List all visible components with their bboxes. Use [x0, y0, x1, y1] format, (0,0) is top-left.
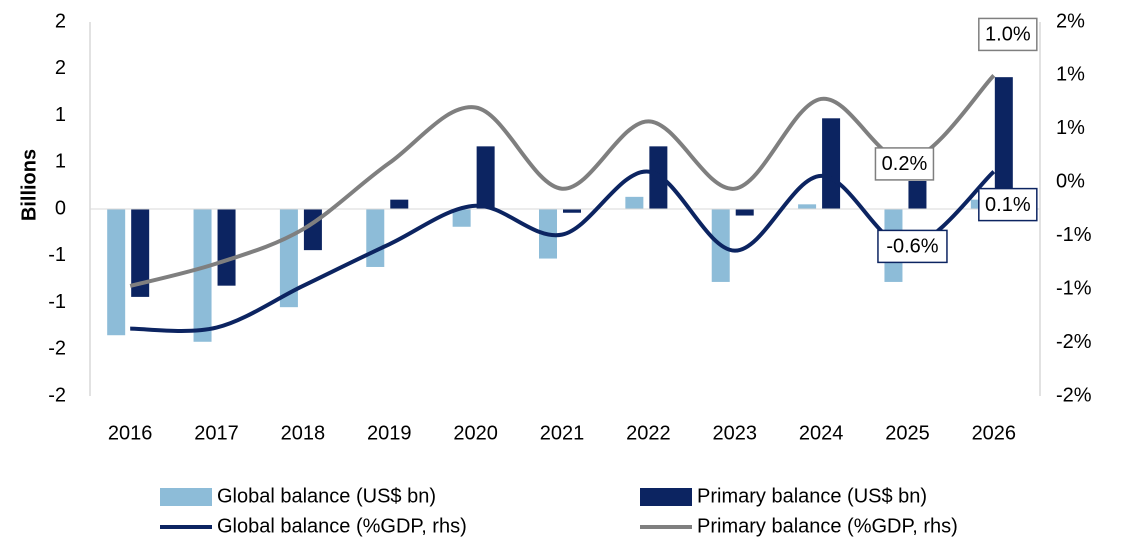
y-tick-label: -1 — [48, 244, 66, 266]
y-axis-label: Billions — [18, 149, 40, 221]
y-tick-label: 2 — [55, 10, 66, 32]
y-tick-label: -1 — [48, 291, 66, 313]
bar — [107, 209, 126, 336]
value-label: -0.6% — [886, 236, 938, 258]
x-tick-label: 2020 — [453, 422, 498, 444]
x-tick-label: 2017 — [194, 422, 239, 444]
legend-swatch — [640, 488, 692, 506]
y2-tick-label: 2% — [1056, 10, 1085, 32]
legend-swatch — [160, 488, 212, 506]
x-tick-label: 2023 — [712, 422, 757, 444]
legend-label: Global balance (US$ bn) — [217, 485, 436, 507]
bar — [798, 204, 817, 209]
x-tick-label: 2016 — [108, 422, 153, 444]
legend-label: Global balance (%GDP, rhs) — [217, 515, 467, 537]
x-tick-label: 2021 — [540, 422, 585, 444]
bar — [994, 77, 1013, 209]
y-tick-label: -2 — [48, 384, 66, 406]
y2-tick-label: -1% — [1056, 224, 1092, 246]
value-label-box — [877, 229, 948, 264]
bar — [131, 209, 150, 297]
y-tick-label: 2 — [55, 57, 66, 79]
y-tick-label: 1 — [55, 151, 66, 173]
y2-tick-label: -1% — [1056, 277, 1092, 299]
bar — [193, 209, 212, 342]
y-tick-label: -2 — [48, 338, 66, 360]
bar — [217, 209, 236, 286]
y2-tick-label: 1% — [1056, 64, 1085, 86]
x-tick-label: 2019 — [367, 422, 412, 444]
y2-tick-label: 1% — [1056, 117, 1085, 139]
bar — [908, 180, 927, 209]
y2-tick-label: 0% — [1056, 171, 1085, 193]
line — [129, 74, 996, 288]
legend-label: Primary balance (US$ bn) — [697, 485, 927, 507]
value-label-box — [874, 147, 935, 181]
bar — [649, 146, 668, 209]
x-tick-label: 2024 — [799, 422, 844, 444]
bar — [822, 118, 841, 209]
bar — [390, 199, 409, 209]
y-tick-label: 1 — [55, 104, 66, 126]
value-label: 0.2% — [882, 153, 928, 175]
bar — [625, 196, 644, 209]
value-label-box — [978, 187, 1038, 222]
y2-tick-label: -2% — [1056, 384, 1092, 406]
y-tick-label: 0 — [55, 197, 66, 219]
x-tick-label: 2018 — [281, 422, 326, 444]
bar — [366, 209, 385, 267]
bar — [735, 209, 754, 216]
x-tick-label: 2025 — [885, 422, 930, 444]
x-tick-label: 2022 — [626, 422, 671, 444]
value-label-box — [978, 17, 1038, 52]
line — [130, 169, 996, 334]
value-label: 0.1% — [985, 194, 1031, 216]
bar — [452, 209, 471, 227]
x-tick-label: 2026 — [972, 422, 1017, 444]
legend-label: Primary balance (%GDP, rhs) — [697, 515, 958, 537]
bar — [476, 146, 495, 209]
bar — [563, 209, 581, 213]
value-label: 1.0% — [985, 24, 1031, 46]
bar — [303, 209, 322, 251]
y2-tick-label: -2% — [1056, 331, 1092, 353]
